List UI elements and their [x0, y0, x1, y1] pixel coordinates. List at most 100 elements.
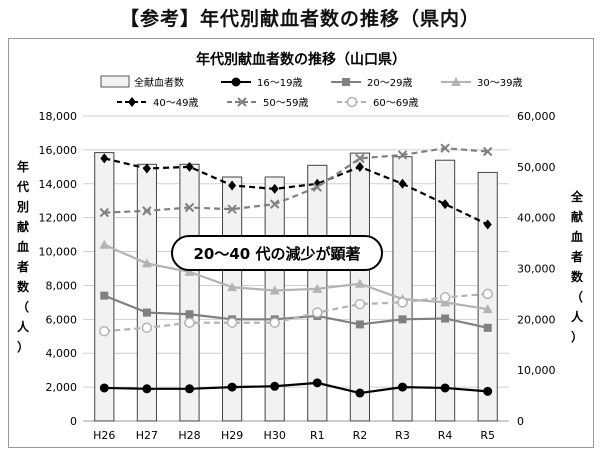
data-point [354, 278, 365, 288]
right-tick-label: 40,000 [517, 212, 556, 225]
data-point [483, 219, 492, 230]
chart-frame: 年代別献血者数の推移（山口県） 全献血者数 16〜19歳 20〜29歳 30〜39歳 40… [8, 38, 594, 448]
left-tick-label: 4,000 [46, 347, 78, 360]
legend-label: 20〜29歳 [367, 77, 412, 89]
right-tick-label: 10,000 [517, 364, 556, 377]
data-point [270, 183, 279, 194]
legend-marker [237, 97, 247, 107]
right-axis-label: 全 [570, 189, 584, 204]
annotation-text: 20〜40 代の減少が顕著 [194, 245, 361, 263]
legend-label: 50〜59歳 [263, 97, 308, 109]
data-point [440, 383, 450, 393]
bar-total-donors [435, 159, 456, 422]
bar-total-donors [94, 152, 115, 422]
data-point [141, 322, 153, 334]
data-point [482, 304, 493, 314]
data-point [184, 317, 195, 328]
legend-label: 16〜19歳 [257, 77, 302, 89]
left-tick-label: 16,000 [39, 144, 78, 157]
annotation-box [171, 235, 383, 271]
legend-marker [342, 78, 350, 86]
data-point [99, 383, 109, 393]
bar-total-donors [307, 164, 328, 422]
left-axis-label: 別 [16, 200, 29, 214]
data-point [441, 314, 450, 323]
right-axis-label: 者 [570, 249, 583, 264]
x-tick-label: H29 [221, 429, 243, 442]
data-point [355, 153, 365, 164]
legend-marker [128, 97, 136, 107]
data-point [227, 382, 237, 392]
legend-swatch-bar [100, 75, 130, 88]
left-tick-label: 14,000 [39, 178, 78, 191]
data-point [184, 202, 195, 213]
data-point [227, 204, 237, 214]
x-tick-label: H30 [264, 429, 286, 442]
right-tick-label: 60,000 [517, 110, 556, 123]
series-line [104, 381, 488, 395]
left-tick-label: 18,000 [39, 110, 78, 123]
data-point [482, 146, 493, 157]
left-tick-label: 8,000 [46, 279, 78, 292]
data-point [355, 388, 365, 398]
left-axis-label: 者 [16, 259, 29, 274]
data-point [226, 317, 238, 328]
left-axis-label: 献 [17, 219, 29, 234]
data-point [142, 384, 152, 394]
data-point [439, 292, 451, 303]
data-point [142, 308, 151, 317]
left-axis-label: 血 [17, 239, 29, 254]
data-point [100, 153, 109, 164]
legend-label: 全献血者数 [134, 76, 184, 89]
legend-label: 60〜69歳 [373, 97, 418, 109]
right-tick-label: 50,000 [517, 161, 556, 174]
data-point [270, 381, 280, 391]
right-axis-label: 血 [571, 229, 583, 244]
x-tick-label: R1 [310, 429, 325, 442]
data-point [398, 178, 407, 189]
data-point [355, 161, 364, 172]
legend-label: 40〜49歳 [153, 97, 198, 109]
data-point [397, 297, 408, 308]
right-tick-label: 0 [517, 415, 524, 428]
right-axis-label: 人 [571, 309, 584, 324]
left-tick-label: 12,000 [39, 212, 78, 225]
right-axis-label: ） [571, 329, 583, 344]
left-axis-label: 数 [17, 279, 30, 294]
legend-label: 30〜39歳 [477, 77, 522, 89]
series-line [104, 292, 488, 333]
data-point [483, 323, 492, 332]
data-point [269, 199, 280, 209]
data-point [441, 199, 450, 210]
data-point [355, 320, 364, 329]
left-tick-label: 10,000 [39, 246, 78, 259]
data-point [482, 288, 493, 300]
legend-marker [451, 77, 461, 86]
x-tick-label: R3 [395, 429, 410, 442]
bar-total-donors [136, 163, 157, 422]
series-line [104, 157, 489, 226]
data-point [397, 150, 408, 160]
right-axis-label: 献 [571, 209, 583, 224]
data-point [142, 163, 151, 174]
data-point [269, 317, 280, 328]
data-point [269, 285, 280, 295]
right-tick-label: 20,000 [517, 313, 556, 326]
x-tick-label: R4 [438, 429, 453, 442]
series-line [104, 147, 488, 214]
data-point [185, 161, 194, 172]
data-point [228, 180, 237, 191]
data-point [100, 291, 109, 300]
bar-total-donors [179, 163, 200, 422]
left-axis-label: （ [17, 299, 29, 314]
data-point [354, 298, 366, 310]
bar-total-donors [392, 156, 413, 422]
legend-marker [346, 96, 358, 108]
data-point [483, 386, 493, 396]
right-tick-label: 30,000 [517, 263, 556, 276]
left-axis-label: 年 [17, 159, 29, 174]
x-tick-label: R5 [480, 429, 495, 442]
right-axis-label: 数 [571, 269, 584, 284]
data-point [398, 315, 407, 324]
data-point [227, 282, 238, 292]
